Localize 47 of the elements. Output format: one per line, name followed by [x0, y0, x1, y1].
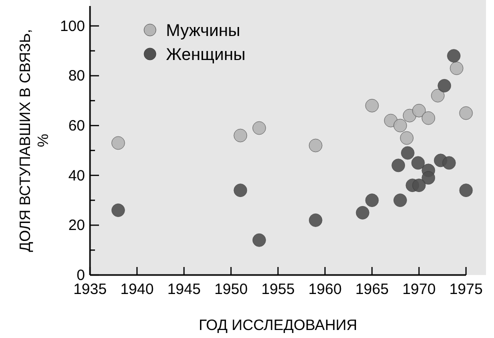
point [459, 106, 473, 120]
point [450, 62, 464, 75]
point [394, 194, 407, 207]
x-tick-label: 1955 [261, 281, 295, 298]
point [252, 121, 266, 135]
point [422, 111, 436, 125]
y-tick-label: 100 [60, 18, 85, 35]
point [365, 194, 379, 207]
x-axis-title: ГОД ИССЛЕДОВАНИЯ [198, 317, 358, 334]
point [365, 98, 379, 112]
point [412, 178, 426, 192]
x-tick-label: 1950 [214, 281, 248, 298]
point [394, 118, 407, 132]
legend-label: Женщины [166, 45, 246, 64]
point [431, 88, 444, 102]
point [447, 49, 460, 62]
x-tick-label: 1965 [355, 281, 389, 298]
x-tick-label: 1940 [120, 281, 154, 298]
x-tick-label: 1945 [167, 281, 201, 298]
y-tick-label: 40 [68, 167, 85, 184]
point [308, 138, 322, 152]
x-tick-label: 1975 [449, 281, 483, 298]
y-tick-label: 0 [76, 267, 85, 284]
x-tick-label: 1960 [308, 281, 342, 298]
y-tick-label: 20 [68, 217, 85, 234]
point [234, 184, 248, 197]
legend-label: Мужчины [166, 21, 240, 40]
point [411, 156, 425, 170]
point [234, 128, 248, 142]
point [442, 156, 456, 170]
point [112, 204, 125, 217]
y-tick-label: 60 [68, 118, 85, 135]
point [438, 79, 452, 92]
y-axis-title: ДОЛЯ ВСТУПАВШИХ В СВЯЗЬ, % [17, 29, 52, 252]
point [459, 184, 473, 197]
point [112, 136, 125, 150]
point [308, 214, 322, 227]
point [392, 158, 406, 172]
point [412, 104, 426, 118]
point [422, 171, 436, 185]
y-tick-label: 80 [68, 68, 85, 85]
point [356, 206, 370, 220]
point [252, 233, 266, 247]
point [400, 131, 414, 145]
x-tick-label: 1970 [402, 281, 436, 298]
x-tick-label: 1935 [73, 281, 107, 298]
point [401, 146, 414, 160]
